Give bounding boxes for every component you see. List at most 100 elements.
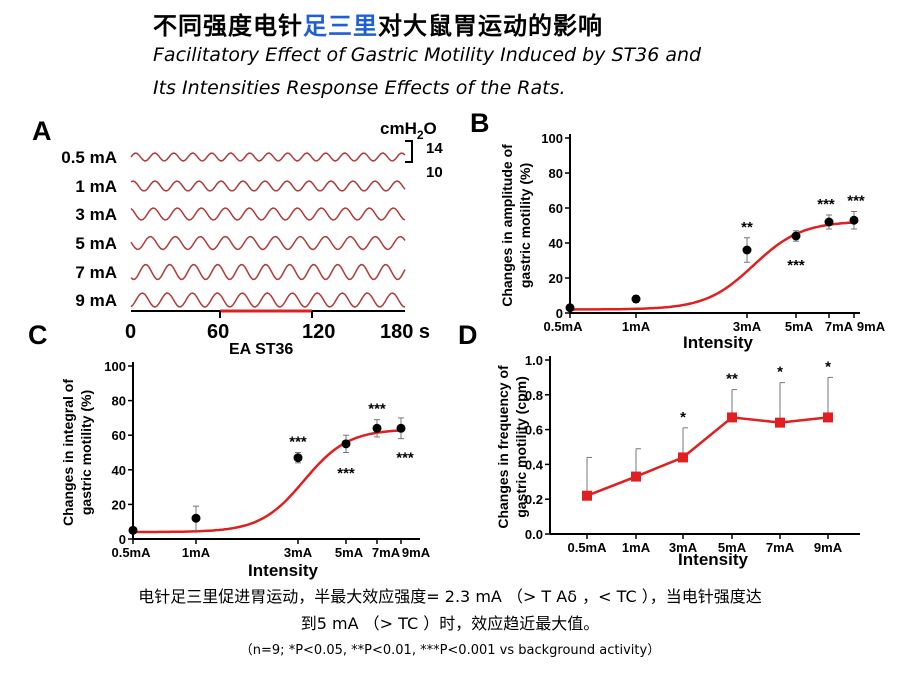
trace-label: 3 mA [75, 205, 117, 224]
data-point [824, 217, 834, 227]
panel-a-unit: cmH2O [380, 119, 437, 142]
significance-label: *** [847, 193, 865, 210]
y-tick-label: 40 [549, 236, 563, 251]
x-tick-label: 0.5mA [111, 545, 151, 560]
data-point [791, 231, 801, 241]
panel-c-letter: C [28, 320, 48, 350]
x-tick-label: 5mA [335, 545, 364, 560]
trace-group: 0.5 mA 1 mA 3 mA 5 mA 7 mA 9 mA [61, 148, 406, 310]
y-axis-title-line2: gastric motility (%) [78, 390, 94, 515]
x-tick-label: 3mA [284, 545, 313, 560]
gastric-trace [130, 207, 406, 221]
panel-a-scale-top: 14 [426, 140, 443, 157]
x-tick-label: 9mA [402, 545, 431, 560]
data-point [742, 245, 752, 255]
significance-label: *** [396, 449, 414, 466]
y-tick-label: 20 [112, 497, 126, 512]
fit-curve [570, 221, 855, 311]
fit-curve [133, 429, 402, 534]
data-point [128, 525, 138, 535]
y-tick-label: 100 [541, 131, 563, 146]
x-tick-label: 7mA [825, 319, 854, 334]
y-axis-title-line2: gastric motility (cpm) [513, 376, 529, 518]
series-line [586, 416, 829, 497]
chart-b-amplitude: 0 20 40 60 80 100 0.5mA 1mA 3mA 5mA 7mA 9mA Intensit… [499, 131, 886, 352]
x-tick-label: 1mA [622, 540, 651, 555]
significance-label: *** [368, 401, 386, 418]
y-tick-label: 0 [556, 306, 563, 321]
title-zh-suffix: 对大鼠胃运动的影响 [378, 12, 603, 40]
panel-d-letter: D [458, 320, 478, 350]
y-tick-label: 40 [112, 463, 126, 478]
x-tick-label: 5mA [785, 319, 814, 334]
data-point [565, 303, 575, 313]
x-tick-label: 1mA [622, 319, 651, 334]
data-point [191, 513, 201, 523]
x-tick-label: 1mA [182, 545, 211, 560]
significance-label: * [680, 409, 686, 426]
conclusion-line1: 电针足三里促进胃运动，半最大效应强度= 2.3 mA （> T Aδ ，< TC… [138, 587, 762, 606]
x-tick-label: 7mA [766, 540, 795, 555]
time-tick-label-0: 0 [125, 321, 136, 343]
y-tick-label: 0.8 [525, 388, 543, 403]
chart-d-frequency: 0.0 0.2 0.4 0.6 0.8 1.0 0.5mA 1mA 3mA 5mA 7mA 9mA In… [495, 353, 860, 569]
y-tick-label: 0.4 [525, 457, 544, 472]
significance-label: *** [289, 434, 307, 451]
data-point [631, 471, 641, 482]
significance-label: *** [337, 465, 355, 482]
data-point [823, 412, 833, 423]
y-axis-title-line1: Changes in integral of [60, 379, 76, 526]
data-point [631, 294, 641, 304]
x-tick-label: 9mA [857, 319, 886, 334]
data-point [372, 423, 382, 433]
gastric-trace [130, 263, 406, 281]
data-point [396, 423, 406, 433]
trace-label: 7 mA [75, 263, 117, 282]
panel-a-letter: A [32, 116, 52, 146]
conclusion-line2: 到5 mA （> TC ）时，效应趋近最大值。 [300, 614, 600, 633]
x-tick-label: 0.5mA [543, 319, 583, 334]
x-tick-label: 5mA [718, 540, 747, 555]
time-tick-label-60: 60 [207, 321, 229, 343]
page-title-chinese: 不同强度电针足三里对大鼠胃运动的影响 [153, 6, 603, 41]
trace-label: 5 mA [75, 234, 117, 253]
x-axis-title: Intensity [248, 561, 318, 580]
y-tick-label: 100 [104, 359, 126, 374]
y-tick-label: 20 [549, 271, 563, 286]
y-tick-label: 0.2 [525, 492, 543, 507]
y-axis-title-line1: Changes in frequency of [495, 365, 511, 529]
panel-a-scale-bracket [405, 140, 413, 163]
x-tick-label: 3mA [733, 319, 762, 334]
x-tick-label: 9mA [814, 540, 843, 555]
significance-label: *** [817, 196, 835, 213]
trace-label: 1 mA [75, 177, 117, 196]
time-tick-label-180: 180 s [380, 321, 430, 343]
y-tick-label: 0.6 [525, 423, 543, 438]
data-point [849, 215, 859, 225]
title-zh-prefix: 不同强度电针 [153, 12, 303, 40]
stim-label: EA ST36 [229, 341, 293, 358]
significance-label: * [777, 364, 783, 381]
x-axis-title: Intensity [678, 550, 748, 569]
y-tick-label: 0 [119, 532, 126, 547]
significance-label: ** [741, 219, 753, 236]
significance-label: ** [726, 371, 738, 388]
y-tick-label: 0.0 [525, 527, 543, 542]
data-point [582, 490, 592, 501]
page-title-english-line1: Facilitatory Effect of Gastric Motility … [153, 44, 702, 66]
x-tick-label: 0.5mA [567, 540, 607, 555]
data-point [678, 452, 688, 463]
data-point [775, 417, 785, 428]
chart-c-integral: 0 20 40 60 80 100 0.5mA 1mA 3mA 5mA 7mA 9mA Intensit… [60, 359, 431, 580]
panel-b-letter: B [470, 108, 490, 138]
y-tick-label: 60 [112, 428, 126, 443]
page-title-english-line2: Its Intensities Response Effects of the … [153, 77, 566, 99]
trace-label: 9 mA [75, 291, 117, 310]
gastric-trace [130, 180, 406, 192]
data-point [727, 412, 737, 423]
y-axis-title-line2: gastric motility (%) [517, 163, 533, 288]
y-tick-label: 80 [112, 394, 126, 409]
title-zh-highlight: 足三里 [303, 12, 378, 40]
significance-label: * [825, 358, 831, 375]
